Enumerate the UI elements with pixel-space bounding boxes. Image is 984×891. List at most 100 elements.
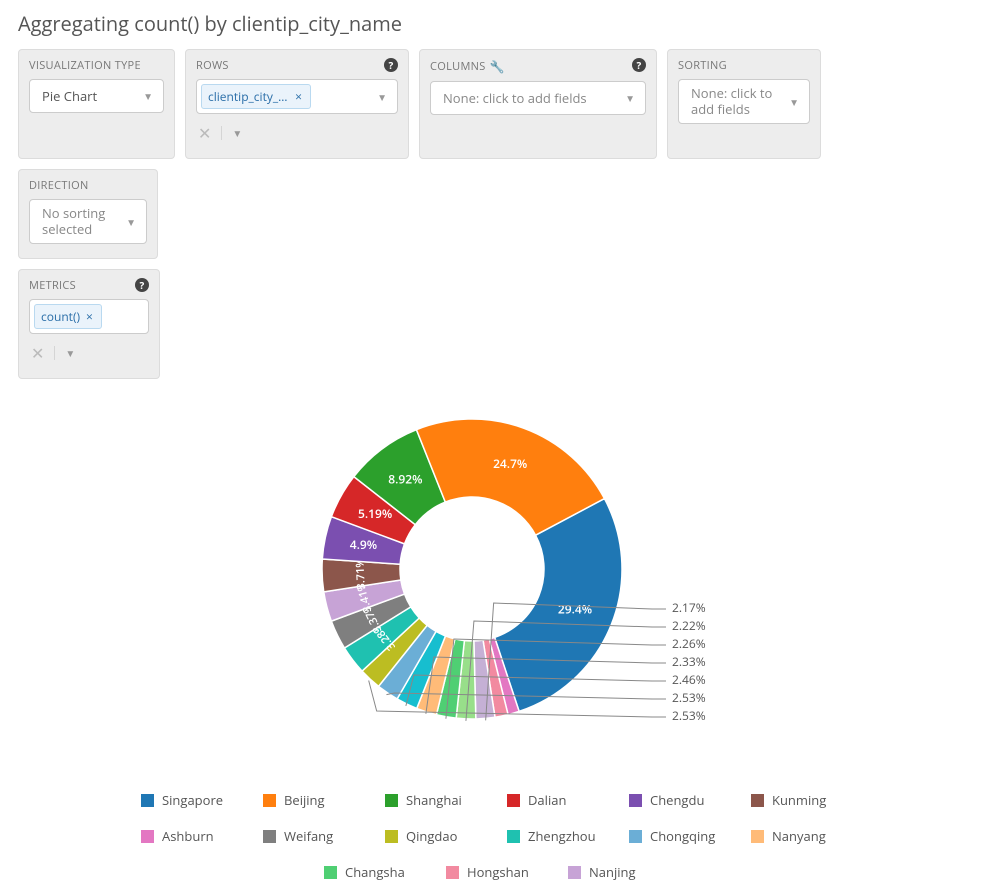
legend-label: Beijing [284,791,325,809]
slice-label: 2.53% [672,707,706,724]
panel-columns-label-text: COLUMNS [430,59,486,74]
legend-swatch [507,794,520,807]
wrench-icon[interactable]: 🔧 [490,58,505,75]
metrics-field[interactable]: count() × [29,299,149,334]
legend-swatch [446,866,459,879]
legend-label: Chongqing [650,827,715,845]
panel-direction-label: DIRECTION [29,178,147,193]
legend-item[interactable]: Weifang [263,827,355,845]
page-title: Aggregating count() by clientip_city_nam… [18,10,966,37]
legend-swatch [141,830,154,843]
remove-token-icon[interactable]: × [293,88,304,105]
vistype-value: Pie Chart [42,87,97,105]
rows-token: clientip_city_n… × [201,84,311,109]
legend-swatch [568,866,581,879]
legend-item[interactable]: Nanyang [751,827,843,845]
legend-label: Hongshan [467,863,529,881]
panel-sorting: SORTING None: click to add fields ▼ [667,49,821,159]
vistype-select[interactable]: Pie Chart ▼ [29,79,164,113]
slice-label: 8.92% [388,471,422,488]
panel-vistype-label: VISUALIZATION TYPE [29,58,164,73]
legend-label: Shanghai [406,791,462,809]
legend-label: Ashburn [162,827,214,845]
legend-item[interactable]: Chongqing [629,827,721,845]
legend-swatch [629,794,642,807]
help-icon[interactable]: ? [632,58,646,72]
legend-label: Qingdao [406,827,457,845]
chart-area: 29.4%3.28%3.37%3.41%3.71%4.9%5.19%8.92%2… [18,389,966,769]
legend-item[interactable]: Zhengzhou [507,827,599,845]
legend-label: Nanjing [589,863,636,881]
clear-icon[interactable]: ✕ [198,122,211,144]
help-icon[interactable]: ? [135,278,149,292]
legend-label: Chengdu [650,791,704,809]
slice-label: 2.33% [672,653,706,670]
legend-item[interactable]: Chengdu [629,791,721,809]
chevron-down-icon: ▼ [625,91,635,105]
legend: Singapore Beijing Shanghai Dalian Chengdu Kun… [82,791,902,881]
slice-label: 2.26% [672,635,706,652]
legend-item[interactable]: Shanghai [385,791,477,809]
legend-label: Nanyang [772,827,826,845]
panel-rows: ROWS ? clientip_city_n… × ▼ ✕ ▼ [185,49,409,159]
clear-icon[interactable]: ✕ [31,342,44,364]
legend-swatch [141,794,154,807]
rows-token-label: clientip_city_n… [208,88,289,105]
sorting-placeholder: None: click to add fields [691,86,779,117]
slice-label: 29.4% [558,601,592,618]
panel-columns: COLUMNS 🔧 ? None: click to add fields ▼ [419,49,657,159]
legend-swatch [507,830,520,843]
columns-placeholder: None: click to add fields [443,89,587,107]
help-icon[interactable]: ? [384,58,398,72]
legend-swatch [629,830,642,843]
panel-metrics-label-text: METRICS [29,278,76,293]
legend-item[interactable]: Ashburn [141,827,233,845]
slice-label: 24.7% [493,455,527,472]
columns-select[interactable]: None: click to add fields ▼ [430,81,646,115]
panel-metrics: METRICS ? count() × ✕ ▼ [18,269,160,379]
legend-swatch [751,830,764,843]
panel-sorting-label: SORTING [678,58,810,73]
direction-select[interactable]: No sorting selected ▼ [29,199,147,244]
legend-item[interactable]: Hongshan [446,863,538,881]
legend-label: Kunming [772,791,826,809]
remove-token-icon[interactable]: × [84,308,95,325]
rows-field[interactable]: clientip_city_n… × ▼ [196,79,398,114]
slice-label: 2.46% [672,671,706,688]
rows-controls: ✕ ▼ [196,122,398,144]
legend-item[interactable]: Kunming [751,791,843,809]
chevron-down-icon: ▼ [126,216,136,228]
legend-label: Changsha [345,863,405,881]
metrics-token-label: count() [41,308,80,325]
direction-placeholder: No sorting selected [42,206,116,237]
legend-swatch [324,866,337,879]
legend-item[interactable]: Dalian [507,791,599,809]
donut-chart: 29.4%3.28%3.37%3.41%3.71%4.9%5.19%8.92%2… [172,389,812,769]
legend-item[interactable]: Beijing [263,791,355,809]
legend-swatch [385,830,398,843]
chevron-down-icon: ▼ [143,89,153,103]
legend-label: Singapore [162,791,223,809]
legend-item[interactable]: Qingdao [385,827,477,845]
legend-item[interactable]: Changsha [324,863,416,881]
slice-label: 4.9% [350,536,377,553]
metrics-token: count() × [34,304,102,329]
panel-metrics-label: METRICS ? [29,278,149,293]
panel-direction: DIRECTION No sorting selected ▼ [18,169,158,259]
legend-item[interactable]: Nanjing [568,863,660,881]
chevron-down-icon[interactable]: ▼ [377,90,387,104]
panel-vistype: VISUALIZATION TYPE Pie Chart ▼ [18,49,175,159]
config-panels-row-2: METRICS ? count() × ✕ ▼ [18,269,966,379]
slice-label: 2.22% [672,617,706,634]
chevron-down-icon[interactable]: ▼ [221,126,242,140]
sorting-select[interactable]: None: click to add fields ▼ [678,79,810,124]
chevron-down-icon: ▼ [789,96,799,108]
chevron-down-icon[interactable]: ▼ [54,346,75,360]
legend-swatch [263,830,276,843]
panel-columns-label: COLUMNS 🔧 ? [430,58,646,75]
panel-rows-label: ROWS ? [196,58,398,73]
slice-label: 2.53% [672,689,706,706]
legend-label: Zhengzhou [528,827,596,845]
legend-label: Weifang [284,827,333,845]
legend-item[interactable]: Singapore [141,791,233,809]
